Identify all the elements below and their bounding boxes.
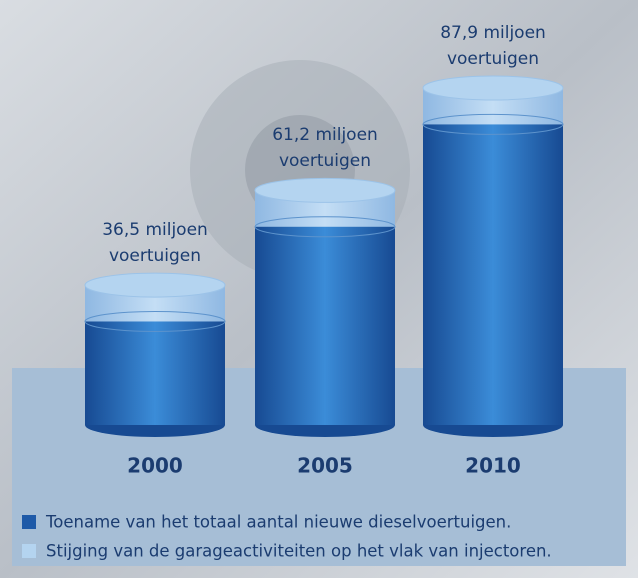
x-tick-label: 2010 <box>465 454 521 478</box>
legend-swatch <box>22 515 36 529</box>
value-label: 87,9 miljoen voertuigen <box>413 6 573 72</box>
value-label-box: 61,2 miljoen voertuigen <box>245 108 405 174</box>
x-tick-label: 2005 <box>297 454 353 478</box>
legend-label: Toename van het totaal aantal nieuwe die… <box>45 513 511 532</box>
bar-top <box>85 273 225 297</box>
legend-swatch <box>22 544 36 558</box>
x-tick-label: 2000 <box>127 454 183 478</box>
value-label: 61,2 miljoen voertuigen <box>245 108 405 174</box>
value-label-box: 36,5 miljoen voertuigen <box>75 203 235 269</box>
legend-label: Stijging van de garageactiviteiten op he… <box>46 542 552 561</box>
value-label-box: 87,9 miljoen voertuigen <box>413 6 573 72</box>
bar-top <box>255 178 395 202</box>
page: 36,5 miljoen voertuigen 2000 61,2 miljoen … <box>0 0 638 578</box>
chart: 36,5 miljoen voertuigen 2000 61,2 miljoen … <box>0 0 638 578</box>
bar <box>423 88 563 425</box>
bar-top <box>423 76 563 100</box>
value-label: 36,5 miljoen voertuigen <box>75 203 235 269</box>
